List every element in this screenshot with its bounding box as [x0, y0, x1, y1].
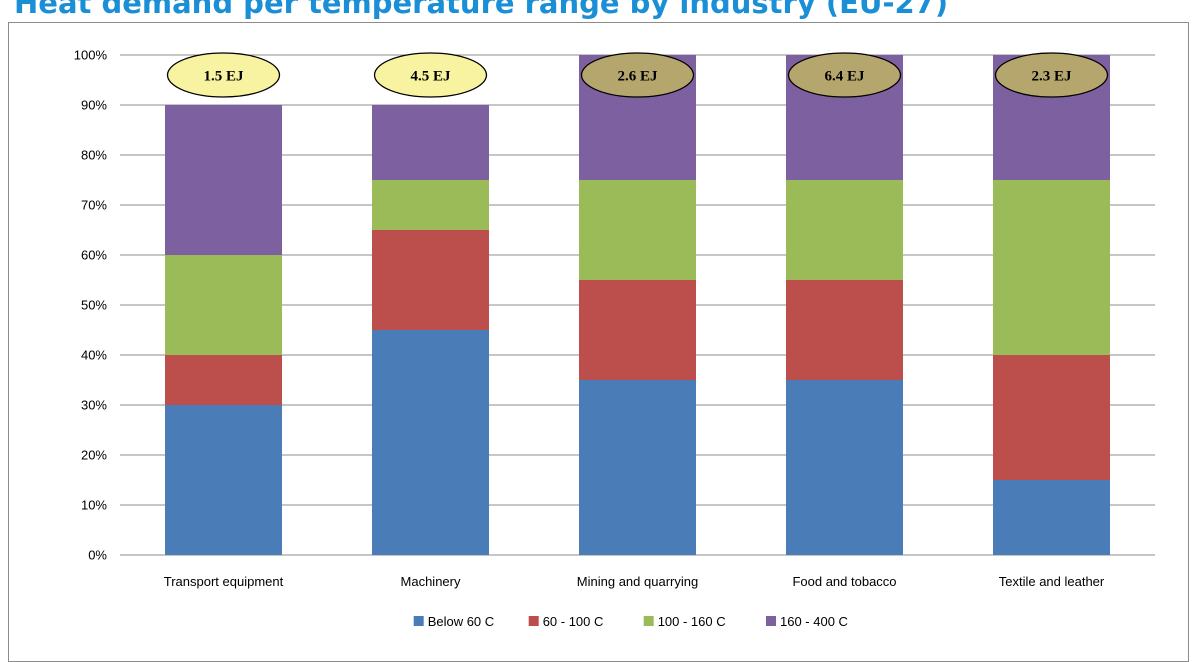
x-tick-label: Transport equipment — [164, 574, 284, 589]
y-tick-label: 70% — [81, 198, 107, 213]
annotations: 1.5 EJ 4.5 EJ 2.6 EJ 6.4 EJ 2.3 EJ — [166, 52, 1109, 98]
bar-segment — [165, 355, 282, 405]
y-axis-ticks: 0% 10% 20% 30% 40% 50% 60% 70% 80% 90% 100% — [74, 48, 108, 563]
legend-label: Below 60 C — [428, 614, 494, 629]
y-tick-label: 10% — [81, 498, 107, 513]
bar-segment — [786, 380, 903, 555]
x-tick-label: Mining and quarrying — [577, 574, 698, 589]
x-axis-labels: Transport equipment Machinery Mining and q… — [164, 574, 1105, 589]
annotation-label: 2.3 EJ — [1031, 69, 1072, 85]
annotation-ellipse — [580, 52, 695, 98]
y-tick-label: 0% — [88, 548, 107, 563]
bar-segment — [993, 180, 1110, 355]
bars — [165, 55, 1110, 555]
legend-swatch — [413, 616, 424, 626]
bar-segment — [372, 105, 489, 180]
bar-segment — [579, 380, 696, 555]
bar-segment — [786, 180, 903, 280]
annotation-badge: 2.3 EJ — [994, 52, 1109, 98]
legend-swatch — [528, 616, 539, 626]
legend-label: 60 - 100 C — [543, 614, 604, 629]
y-tick-label: 90% — [81, 98, 107, 113]
page-title: Heat demand per temperature range by ind… — [14, 0, 949, 20]
bar-segment — [579, 180, 696, 280]
legend-item: 60 - 100 C — [528, 614, 604, 629]
bar-segment — [993, 480, 1110, 555]
bar-segment — [165, 405, 282, 555]
legend-swatch — [643, 616, 654, 626]
legend-item: Below 60 C — [413, 614, 494, 629]
annotation-ellipse — [373, 52, 488, 98]
legend-item: 160 - 400 C — [766, 614, 848, 629]
annotation-ellipse — [166, 52, 281, 98]
y-tick-label: 60% — [81, 248, 107, 263]
legend-label: 160 - 400 C — [780, 614, 848, 629]
bar-segment — [165, 255, 282, 355]
bar-segment — [786, 280, 903, 380]
y-tick-label: 30% — [81, 398, 107, 413]
bar-segment — [993, 355, 1110, 480]
annotation-badge: 1.5 EJ — [166, 52, 281, 98]
annotation-label: 2.6 EJ — [617, 69, 658, 85]
x-tick-label: Food and tobacco — [792, 574, 896, 589]
bar-segment — [165, 105, 282, 255]
y-tick-label: 20% — [81, 448, 107, 463]
annotation-label: 1.5 EJ — [203, 69, 244, 85]
annotation-label: 6.4 EJ — [824, 69, 865, 85]
y-tick-label: 40% — [81, 348, 107, 363]
legend-label: 100 - 160 C — [658, 614, 726, 629]
annotation-badge: 6.4 EJ — [787, 52, 902, 98]
annotation-badge: 2.6 EJ — [580, 52, 695, 98]
bar-segment — [372, 230, 489, 330]
annotation-badge: 4.5 EJ — [373, 52, 488, 98]
x-tick-label: Textile and leather — [999, 574, 1105, 589]
bar-segment — [579, 280, 696, 380]
x-tick-label: Machinery — [401, 574, 461, 589]
annotation-ellipse — [994, 52, 1109, 98]
y-tick-label: 80% — [81, 148, 107, 163]
stacked-bar-chart: 0% 10% 20% 30% 40% 50% 60% 70% 80% 90% 100% Transp… — [74, 48, 1155, 629]
legend: Below 60 C 60 - 100 C 100 - 160 C 160 - 400… — [413, 614, 848, 629]
annotation-label: 4.5 EJ — [410, 69, 451, 85]
y-tick-label: 100% — [74, 48, 108, 63]
annotation-ellipse — [787, 52, 902, 98]
y-tick-label: 50% — [81, 298, 107, 313]
bar-segment — [372, 330, 489, 555]
legend-swatch — [766, 616, 776, 626]
legend-item: 100 - 160 C — [643, 614, 726, 629]
bar-segment — [372, 180, 489, 230]
